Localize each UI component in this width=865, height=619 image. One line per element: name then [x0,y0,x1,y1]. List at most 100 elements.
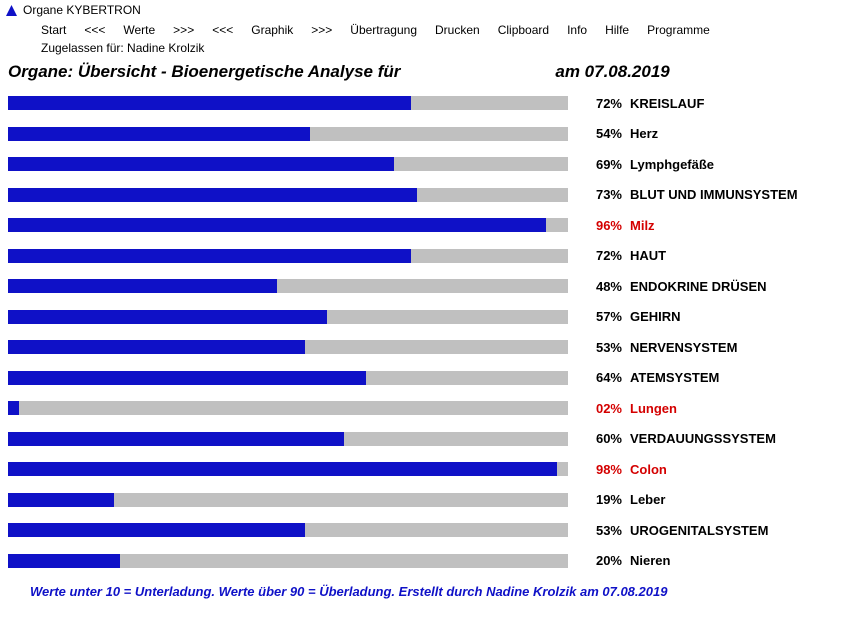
bar-fill [8,218,546,232]
heading-date: am 07.08.2019 [555,62,669,82]
footer-note: Werte unter 10 = Unterladung. Werte über… [0,576,865,599]
bar-track [8,157,568,171]
bar-fill [8,127,310,141]
bar-fill [8,523,305,537]
percent-value: 57% [568,309,630,324]
organ-row: 73%BLUT UND IMMUNSYSTEM [8,180,857,211]
organ-label: Leber [630,492,665,507]
bar-fill [8,157,394,171]
percent-value: 19% [568,492,630,507]
organ-row: 57%GEHIRN [8,302,857,333]
bar-track [8,523,568,537]
organ-row: 72%HAUT [8,241,857,272]
bar-fill [8,96,411,110]
organ-label: Lymphgefäße [630,157,714,172]
percent-value: 53% [568,340,630,355]
percent-value: 96% [568,218,630,233]
organ-row: 72%KREISLAUF [8,88,857,119]
bar-track [8,462,568,476]
organ-row: 53%NERVENSYSTEM [8,332,857,363]
percent-value: 64% [568,370,630,385]
organ-row: 54%Herz [8,119,857,150]
bar-track [8,432,568,446]
percent-value: 54% [568,126,630,141]
percent-value: 60% [568,431,630,446]
organ-row: 53%UROGENITALSYSTEM [8,515,857,546]
bar-track [8,279,568,293]
organ-row: 69%Lymphgefäße [8,149,857,180]
organ-label: HAUT [630,248,666,263]
menu-item[interactable]: Drucken [426,21,489,39]
menu-item[interactable]: Übertragung [341,21,426,39]
organ-row: 98%Colon [8,454,857,485]
organ-label: BLUT UND IMMUNSYSTEM [630,187,798,202]
percent-value: 20% [568,553,630,568]
organ-row: 96%Milz [8,210,857,241]
bar-track [8,310,568,324]
menu-item[interactable]: >>> [302,21,341,39]
bar-fill [8,493,114,507]
organ-label: ENDOKRINE DRÜSEN [630,279,767,294]
organ-label: Herz [630,126,658,141]
bar-track [8,188,568,202]
menu-item[interactable]: Start [32,21,75,39]
percent-value: 98% [568,462,630,477]
menu-item[interactable]: Graphik [242,21,302,39]
bar-fill [8,371,366,385]
bar-track [8,401,568,415]
bar-fill [8,279,277,293]
page-heading: Organe: Übersicht - Bioenergetische Anal… [0,62,865,88]
bar-fill [8,188,417,202]
percent-value: 69% [568,157,630,172]
bar-track [8,127,568,141]
organ-row: 48%ENDOKRINE DRÜSEN [8,271,857,302]
menu-item[interactable]: Programme [638,21,719,39]
menu-item[interactable]: >>> [164,21,203,39]
percent-value: 53% [568,523,630,538]
organ-label: UROGENITALSYSTEM [630,523,768,538]
menu-item[interactable]: Clipboard [489,21,558,39]
organ-row: 64%ATEMSYSTEM [8,363,857,394]
organ-label: Nieren [630,553,670,568]
organ-row: 60%VERDAUUNGSSYSTEM [8,424,857,455]
bar-fill [8,462,557,476]
bar-track [8,554,568,568]
organ-row: 19%Leber [8,485,857,516]
menu-item[interactable]: <<< [203,21,242,39]
bar-track [8,493,568,507]
heading-gap [400,62,555,82]
organ-label: VERDAUUNGSSYSTEM [630,431,776,446]
menu-item[interactable]: <<< [75,21,114,39]
percent-value: 73% [568,187,630,202]
bar-track [8,371,568,385]
bar-track [8,340,568,354]
bar-track [8,218,568,232]
bar-fill [8,340,305,354]
menu-item[interactable]: Hilfe [596,21,638,39]
bar-fill [8,249,411,263]
bar-fill [8,554,120,568]
menu-item[interactable]: Werte [114,21,164,39]
menu-item[interactable]: Zugelassen für: Nadine Krolzik [32,39,213,57]
percent-value: 72% [568,96,630,111]
organ-label: KREISLAUF [630,96,704,111]
percent-value: 02% [568,401,630,416]
app-icon [6,5,17,16]
window-title: Organe KYBERTRON [23,3,141,17]
organ-label: Milz [630,218,655,233]
menu-item[interactable]: Info [558,21,596,39]
organ-row: 02%Lungen [8,393,857,424]
titlebar: Organe KYBERTRON [0,0,865,19]
percent-value: 48% [568,279,630,294]
bar-fill [8,310,327,324]
organ-label: Colon [630,462,667,477]
heading-label: Organe: Übersicht - Bioenergetische Anal… [8,62,400,82]
menubar: Start<<<Werte>>><<<Graphik>>>Übertragung… [0,19,865,62]
bar-fill [8,401,19,415]
organ-label: GEHIRN [630,309,681,324]
percent-value: 72% [568,248,630,263]
bar-fill [8,432,344,446]
organ-row: 20%Nieren [8,546,857,577]
bar-track [8,249,568,263]
chart-rows: 72%KREISLAUF54%Herz69%Lymphgefäße73%BLUT… [0,88,865,576]
